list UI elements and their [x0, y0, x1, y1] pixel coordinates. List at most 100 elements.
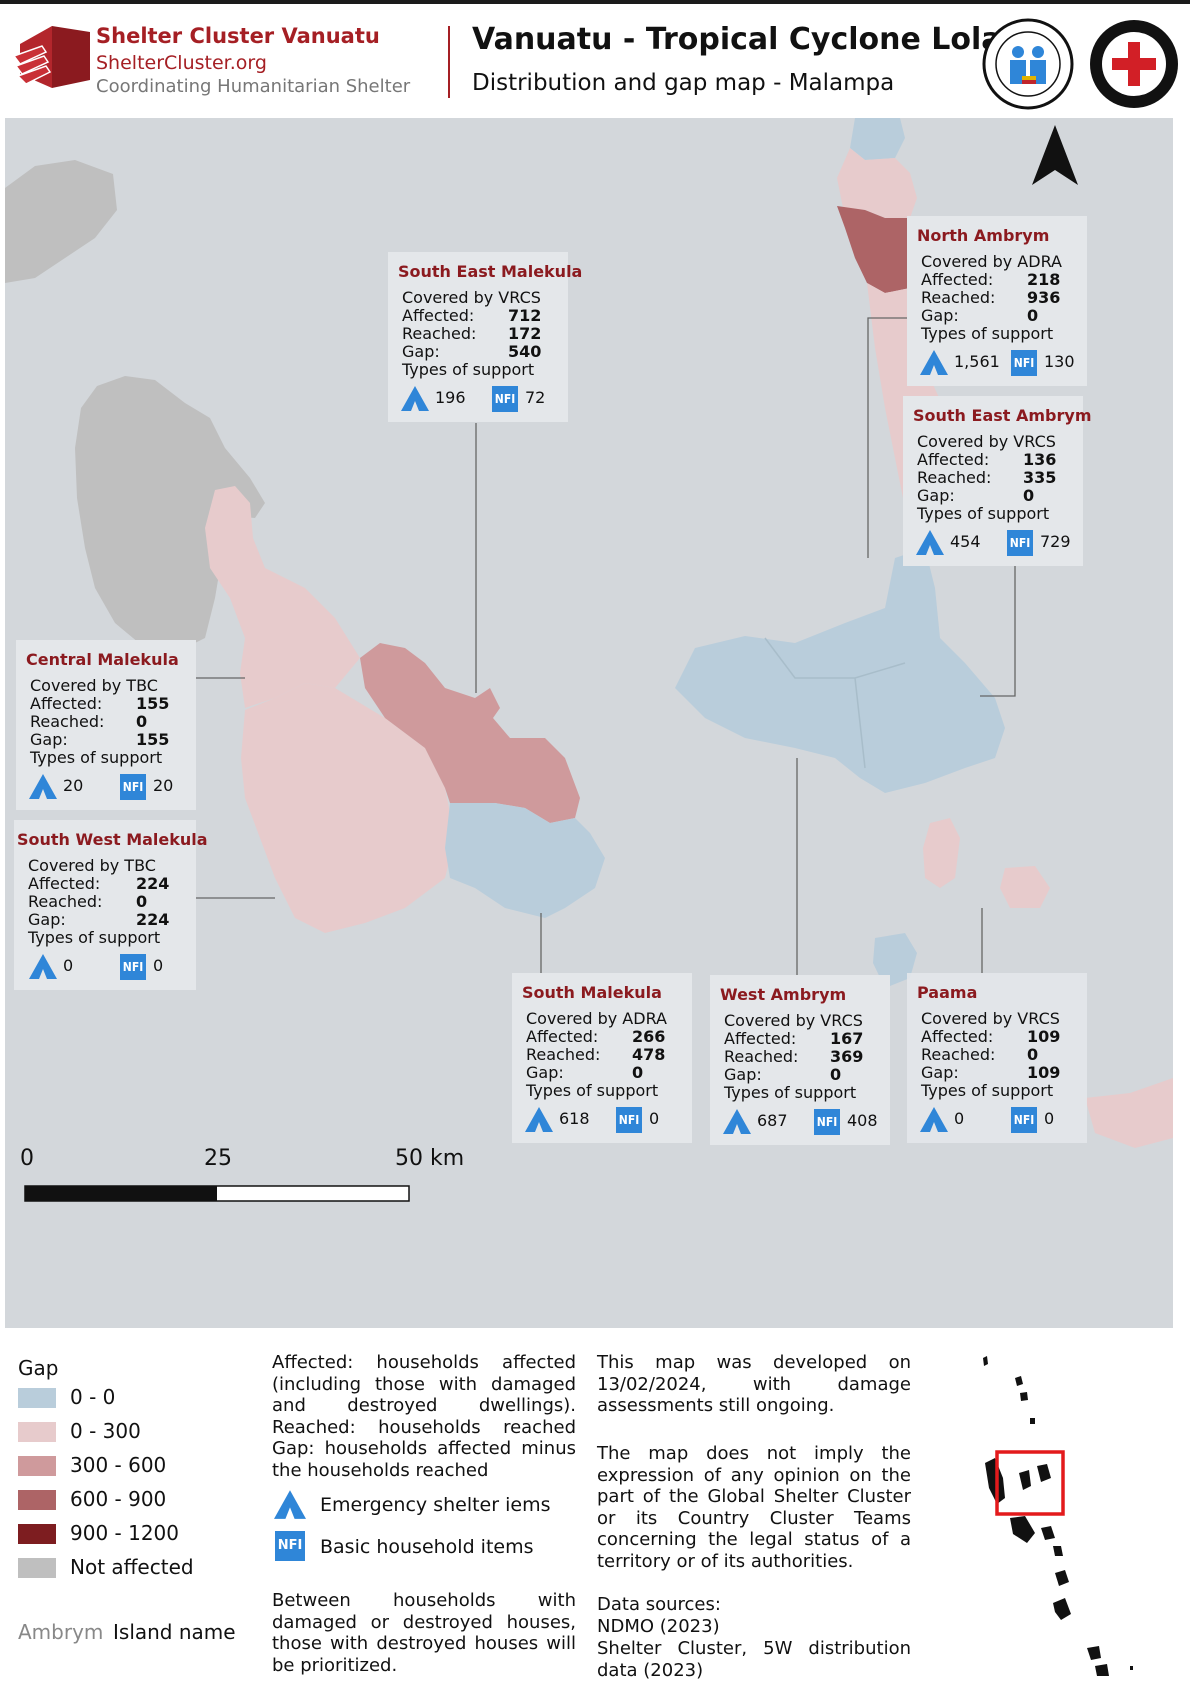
reached-value: 369: [830, 1047, 864, 1066]
reached-label: Reached:: [402, 324, 477, 343]
south-malekula-area: [445, 803, 605, 918]
gap-label: Gap:: [30, 730, 68, 749]
shelter-count: 0: [954, 1109, 965, 1128]
header: Shelter Cluster Vanuatu ShelterCluster.o…: [0, 4, 1190, 118]
nfi-icon: NFI: [1011, 1107, 1037, 1133]
reached-label: Reached:: [526, 1045, 601, 1064]
legend-swatch-gap-300-600: [18, 1456, 56, 1476]
locator-map: [983, 1356, 1133, 1676]
affected-value: 266: [632, 1027, 666, 1046]
shelter-count: 687: [757, 1111, 788, 1130]
gap-label: Gap:: [526, 1063, 564, 1082]
affected-label: Affected:: [30, 694, 103, 713]
top-bar: [0, 0, 1190, 4]
area-box-title: West Ambrym: [720, 985, 847, 1004]
gap-label: Gap:: [921, 306, 959, 325]
legend-panel: Gap 0 - 0 0 - 300 300 - 600 600 - 900 90…: [0, 1328, 1190, 1700]
legend-swatch-gap-0: [18, 1388, 56, 1408]
reached-value: 0: [1027, 1045, 1039, 1064]
shelter-tent-icon: [916, 530, 944, 555]
reached-label: Reached:: [921, 288, 996, 307]
legend-shelter-label: Emergency shelter iems: [320, 1494, 551, 1516]
leader-lines: [195, 317, 1016, 978]
lopevi-island: [1000, 866, 1050, 908]
shelter-count: 20: [63, 776, 84, 795]
south-west-malekula-area: [241, 683, 455, 933]
gap-label: Gap:: [402, 342, 440, 361]
shelter-count: 618: [559, 1109, 590, 1128]
nfi-count: 408: [847, 1111, 878, 1130]
legend-swatch-gap-0-300: [18, 1422, 56, 1442]
shelter-tent-icon: [920, 350, 948, 375]
affected-value: 109: [1027, 1027, 1061, 1046]
legend-priority-note: Between households with damaged or destr…: [272, 1590, 576, 1676]
affected-value: 167: [830, 1029, 864, 1048]
covered-by: Covered by TBC: [30, 676, 158, 695]
scale-label-25: 25: [204, 1146, 232, 1171]
area-box-south-malekula[interactable]: South Malekula Covered by ADRA Affected:…: [512, 973, 692, 1143]
nfi-count: 729: [1040, 532, 1071, 551]
central-malekula-area: [205, 486, 360, 708]
gap-value: 540: [508, 342, 542, 361]
legend-shelter-tent-icon: [274, 1490, 306, 1519]
legend-developed-note: This map was developed on 13/02/2024, wi…: [597, 1352, 911, 1416]
page-title: Vanuatu - Tropical Cyclone Lola: [472, 22, 1002, 57]
area-box-title: North Ambrym: [917, 226, 1050, 245]
santo-island: [5, 160, 117, 283]
affected-label: Affected:: [921, 270, 994, 289]
reached-label: Reached:: [28, 892, 103, 911]
types-label: Types of support: [526, 1081, 659, 1100]
nfi-count: 130: [1044, 352, 1075, 371]
area-box-south-east-malekula[interactable]: South East Malekula Covered by VRCS Affe…: [388, 252, 582, 422]
locator-extent-box: [995, 1450, 1065, 1516]
area-box-title: Paama: [917, 983, 978, 1002]
shelter-count: 196: [435, 388, 466, 407]
shelter-tent-icon: [29, 774, 57, 799]
legend-label: 0 - 0: [70, 1385, 116, 1409]
gap-label: Gap:: [921, 1063, 959, 1082]
legend-title: Gap: [18, 1356, 59, 1380]
reached-value: 335: [1023, 468, 1057, 487]
map-panel[interactable]: 0 25 50 km South East Malekula Covered b…: [5, 118, 1173, 1328]
gap-value: 0: [1023, 486, 1035, 505]
types-label: Types of support: [921, 324, 1054, 343]
gap-value: 155: [136, 730, 170, 749]
gap-label: Gap:: [724, 1065, 762, 1084]
area-box-paama[interactable]: Paama Covered by VRCS Affected: 109 Reac…: [907, 973, 1087, 1143]
shelter-tent-icon: [525, 1107, 553, 1132]
types-label: Types of support: [921, 1081, 1054, 1100]
reached-value: 0: [136, 712, 148, 731]
reached-label: Reached:: [921, 1045, 996, 1064]
covered-by: Covered by VRCS: [724, 1011, 863, 1030]
area-box-south-west-malekula[interactable]: South West Malekula Covered by TBC Affec…: [14, 820, 208, 990]
nfi-count: 0: [153, 956, 164, 975]
covered-by: Covered by VRCS: [921, 1009, 1060, 1028]
shelter-tent-icon: [920, 1107, 948, 1132]
affected-label: Affected:: [402, 306, 475, 325]
affected-label: Affected:: [921, 1027, 994, 1046]
nfi-icon: NFI: [814, 1109, 840, 1135]
gap-label: Gap:: [28, 910, 66, 929]
area-box-west-ambrym[interactable]: West Ambrym Covered by VRCS Affected: 16…: [710, 975, 890, 1145]
ndmo-seal-icon: [982, 18, 1074, 110]
area-box-north-ambrym[interactable]: North Ambrym Covered by ADRA Affected: 2…: [907, 216, 1087, 386]
area-box-central-malekula[interactable]: Central Malekula Covered by TBC Affected…: [16, 640, 196, 810]
shelter-count: 454: [950, 532, 981, 551]
nfi-icon: NFI: [1011, 350, 1037, 376]
area-box-south-east-ambrym[interactable]: South East Ambrym Covered by VRCS Affect…: [903, 396, 1091, 566]
affected-label: Affected:: [917, 450, 990, 469]
types-label: Types of support: [402, 360, 535, 379]
scale-label-0: 0: [20, 1146, 34, 1171]
area-box-title: South West Malekula: [17, 830, 208, 849]
reached-value: 0: [136, 892, 148, 911]
ambrym-north-tip: [850, 118, 905, 160]
epi-island-corner: [1085, 1078, 1173, 1148]
legend-label: 900 - 1200: [70, 1521, 180, 1545]
legend-label: 300 - 600: [70, 1453, 167, 1477]
reached-label: Reached:: [917, 468, 992, 487]
legend-swatch-gap-600-900: [18, 1490, 56, 1510]
shelter-count: 0: [63, 956, 74, 975]
gap-value: 0: [830, 1065, 842, 1084]
org-website-link[interactable]: ShelterCluster.org: [96, 52, 267, 74]
gap-value: 224: [136, 910, 170, 929]
